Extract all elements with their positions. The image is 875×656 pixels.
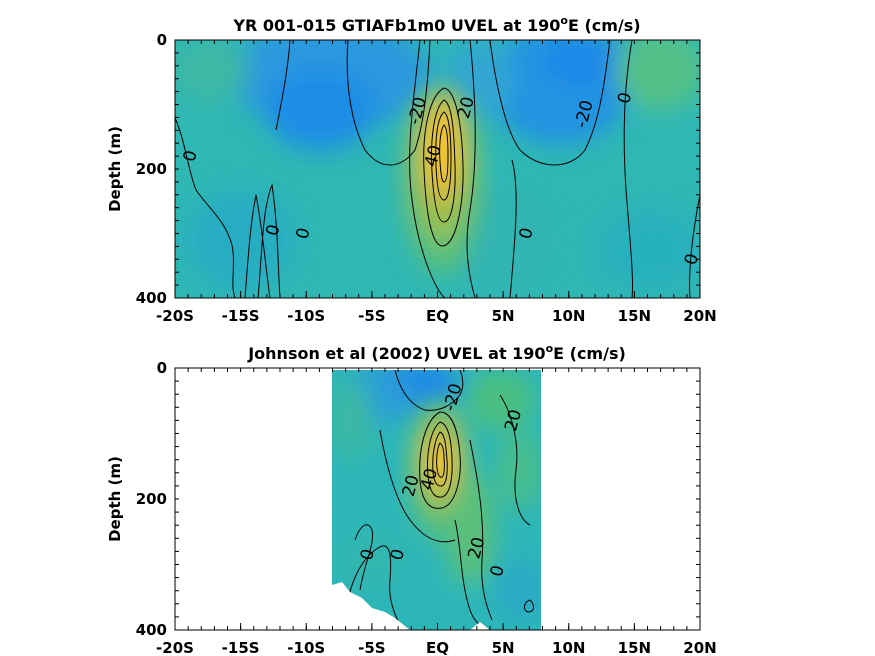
y-tick-label: 200 bbox=[136, 490, 167, 508]
contour-label: 0 bbox=[293, 226, 315, 242]
x-tick-label: -10S bbox=[287, 639, 325, 656]
x-tick-label: -10S bbox=[287, 307, 325, 325]
panel-2-field bbox=[332, 370, 541, 630]
x-tick-label: 10N bbox=[552, 639, 585, 656]
contour-label: 0 bbox=[262, 222, 284, 238]
y-tick-label: 0 bbox=[157, 359, 167, 377]
x-tick-label: 20N bbox=[683, 307, 716, 325]
x-tick-label: 15N bbox=[618, 307, 651, 325]
contour-label: 0 bbox=[487, 563, 509, 579]
x-tick-label: EQ bbox=[426, 307, 449, 325]
y-tick-label: 400 bbox=[136, 621, 167, 639]
x-tick-label: 5N bbox=[492, 307, 515, 325]
x-tick-label: -15S bbox=[222, 307, 260, 325]
x-tick-label: -20S bbox=[156, 307, 194, 325]
x-tick-label: -15S bbox=[222, 639, 260, 656]
contour-label: 0 bbox=[614, 90, 636, 106]
panel-2: Johnson et al (2002) UVEL at 190oE (cm/s… bbox=[106, 342, 717, 656]
contour-label: 0 bbox=[516, 226, 538, 242]
panel-2-axes: -20S -15S -10S -5S EQ 5N 10N 15N 20N 0 200 400 bbox=[136, 359, 717, 656]
panel-1-title: YR 001-015 GTIAFb1m0 UVEL at 190oE (cm/s… bbox=[232, 14, 640, 35]
x-tick-label: 20N bbox=[683, 639, 716, 656]
x-tick-label: EQ bbox=[426, 639, 449, 656]
x-tick-label: -5S bbox=[358, 639, 385, 656]
contour-label: 0 bbox=[357, 547, 379, 563]
x-tick-label: 10N bbox=[552, 307, 585, 325]
panel-1-field bbox=[175, 40, 700, 298]
x-tick-label: -5S bbox=[358, 307, 385, 325]
panel-2-contours bbox=[344, 370, 534, 630]
x-tick-label: 15N bbox=[618, 639, 651, 656]
panel-1-contours bbox=[175, 40, 700, 298]
y-tick-label: 400 bbox=[136, 289, 167, 307]
panel-2-title: Johnson et al (2002) UVEL at 190oE (cm/s… bbox=[247, 342, 626, 363]
contour-label: 0 bbox=[387, 547, 409, 563]
y-tick-label: 0 bbox=[157, 31, 167, 49]
x-tick-label: -20S bbox=[156, 639, 194, 656]
panel-1-ylabel: Depth (m) bbox=[106, 126, 124, 212]
panel-2-ylabel: Depth (m) bbox=[106, 456, 124, 542]
contour-label: 0 bbox=[681, 251, 703, 267]
x-tick-label: 5N bbox=[492, 639, 515, 656]
y-tick-label: 200 bbox=[136, 160, 167, 178]
panel-1: YR 001-015 GTIAFb1m0 UVEL at 190oE (cm/s… bbox=[106, 14, 717, 325]
contour-label: 0 bbox=[180, 148, 202, 164]
panel-1-axes: -20S -15S -10S -5S EQ 5N 10N 15N 20N 0 200 400 bbox=[136, 31, 717, 325]
